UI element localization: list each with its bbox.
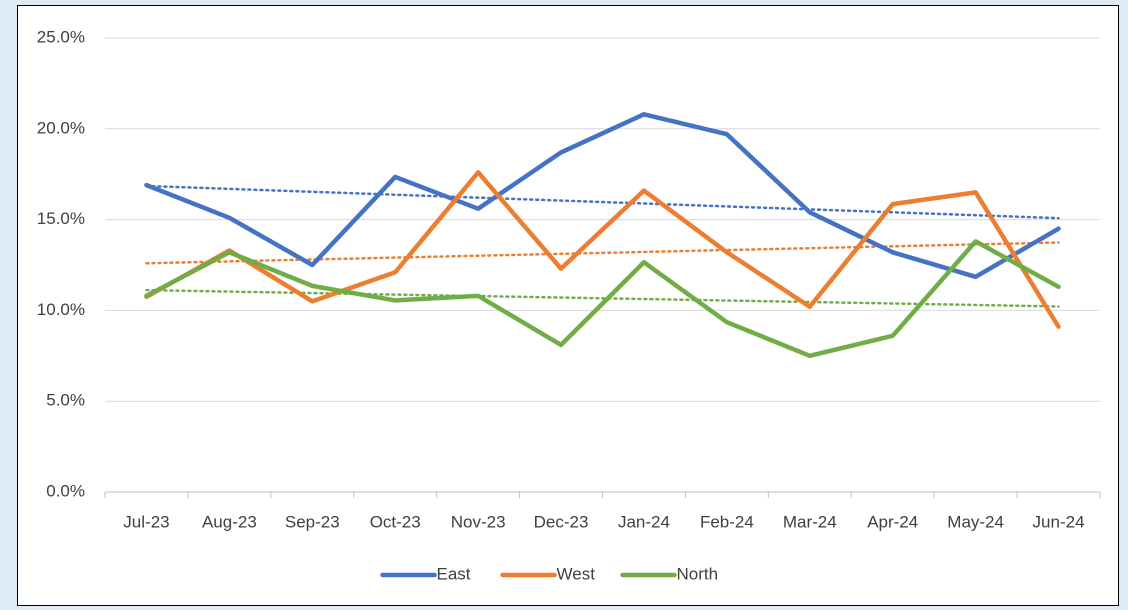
y-tick-label: 10.0% bbox=[37, 300, 85, 319]
x-tick-label: Aug-23 bbox=[202, 512, 257, 531]
trendline bbox=[145, 184, 1060, 220]
y-tick-label: 5.0% bbox=[46, 391, 85, 410]
legend-label: East bbox=[437, 564, 471, 583]
x-tick-label: Oct-23 bbox=[370, 512, 421, 531]
x-tick-label: Mar-24 bbox=[783, 512, 837, 531]
x-tick-label: May-24 bbox=[947, 512, 1004, 531]
y-tick-label: 25.0% bbox=[37, 27, 85, 46]
y-tick-label: 15.0% bbox=[37, 209, 85, 228]
y-tick-label: 0.0% bbox=[46, 481, 85, 500]
x-tick-label: Jun-24 bbox=[1033, 512, 1085, 531]
x-tick-label: Apr-24 bbox=[867, 512, 918, 531]
x-tick-label: Feb-24 bbox=[700, 512, 754, 531]
chart-area bbox=[17, 5, 1119, 606]
legend-label: North bbox=[677, 564, 719, 583]
series-line bbox=[144, 112, 1061, 280]
y-tick-label: 20.0% bbox=[37, 118, 85, 137]
x-tick-label: Jan-24 bbox=[618, 512, 670, 531]
legend-label: West bbox=[557, 564, 596, 583]
x-tick-label: Sep-23 bbox=[285, 512, 340, 531]
series-line bbox=[144, 170, 1061, 329]
x-tick-label: Dec-23 bbox=[534, 512, 589, 531]
trendline bbox=[145, 241, 1060, 265]
x-tick-label: Jul-23 bbox=[123, 512, 169, 531]
series-line bbox=[144, 239, 1061, 359]
x-tick-label: Nov-23 bbox=[451, 512, 506, 531]
